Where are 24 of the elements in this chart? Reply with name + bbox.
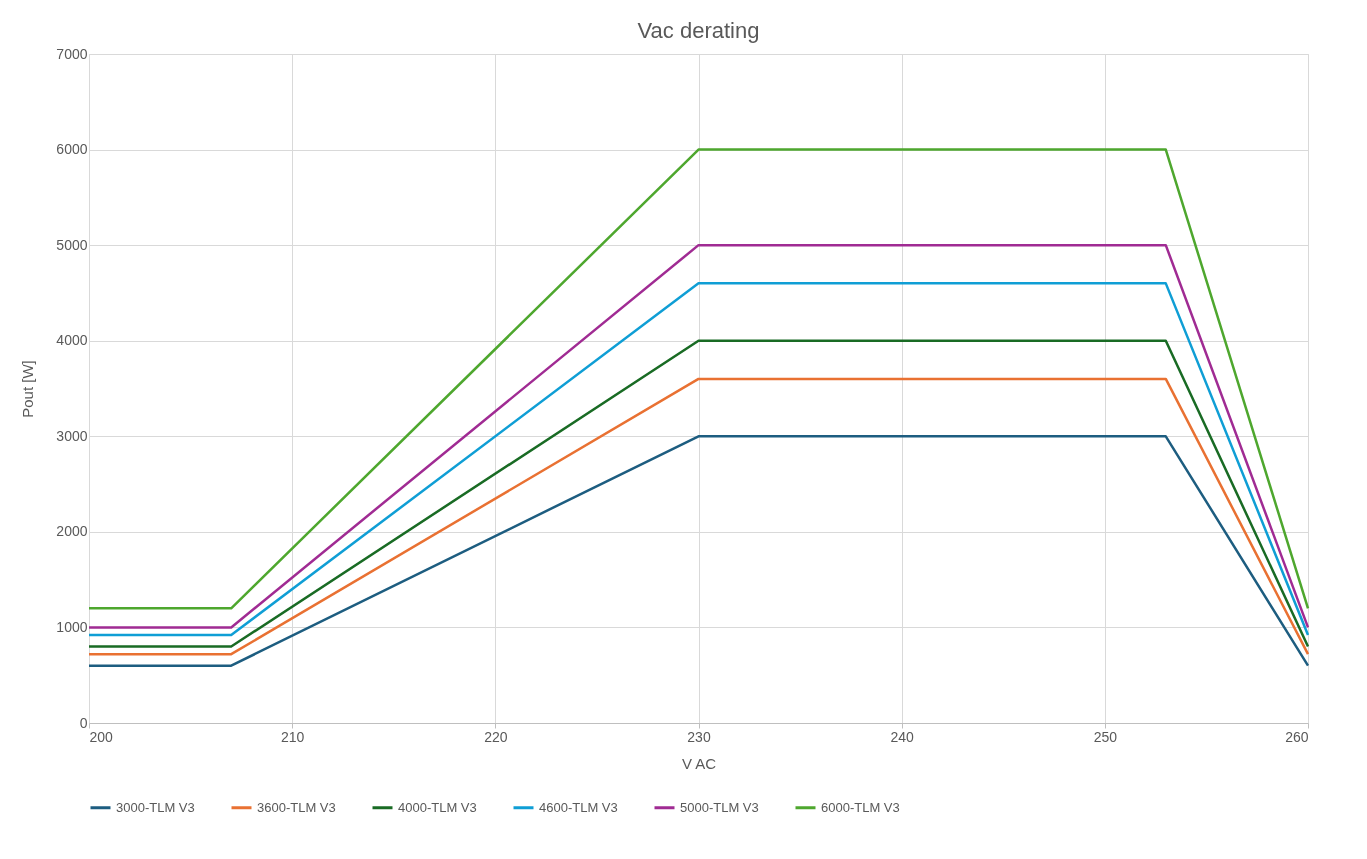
- x-tick-label: 210: [280, 728, 305, 745]
- legend-label: 5000-TLM V3: [680, 799, 759, 815]
- y-tick-label: 1000: [56, 618, 88, 635]
- y-tick-label: 2000: [56, 523, 88, 540]
- y-tick-label: 0: [79, 714, 88, 731]
- y-tick-label: 5000: [56, 236, 88, 253]
- legend-label: 4600-TLM V3: [539, 799, 618, 815]
- x-tick-label: 240: [890, 728, 915, 745]
- x-tick-label: 250: [1093, 728, 1118, 745]
- y-tick-label: 7000: [56, 45, 88, 62]
- chart-title: Vac derating: [637, 18, 760, 43]
- y-tick-label: 6000: [56, 141, 88, 158]
- x-tick-label: 220: [484, 728, 508, 745]
- x-tick-label: 260: [1285, 728, 1309, 745]
- y-axis-title: Pout [W]: [19, 360, 37, 418]
- legend-label: 3600-TLM V3: [257, 799, 336, 815]
- legend-label: 6000-TLM V3: [821, 799, 900, 815]
- legend-label: 4000-TLM V3: [398, 799, 477, 815]
- legend-label: 3000-TLM V3: [116, 799, 195, 815]
- y-tick-label: 4000: [56, 332, 88, 349]
- x-tick-label: 230: [687, 728, 711, 745]
- x-tick-label: 200: [89, 728, 114, 745]
- x-axis-title: V AC: [681, 754, 717, 772]
- y-tick-label: 3000: [56, 427, 88, 444]
